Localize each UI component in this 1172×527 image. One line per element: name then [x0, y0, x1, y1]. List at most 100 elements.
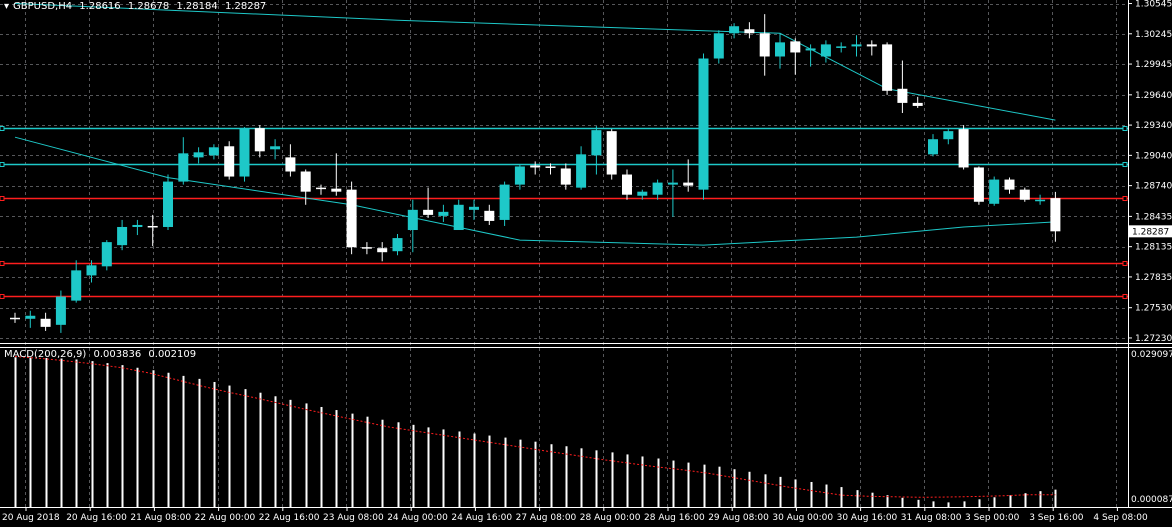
- candle-body: [469, 206, 479, 210]
- candle: [576, 146, 587, 190]
- candle-body: [453, 204, 464, 231]
- macd-main-value: 0.003836: [93, 349, 142, 360]
- high-price: 1.28678: [127, 1, 170, 12]
- candle: [407, 199, 418, 253]
- candle-body: [744, 29, 755, 34]
- candle: [744, 22, 755, 39]
- candle-body: [759, 33, 770, 57]
- candle: [897, 60, 908, 113]
- price-tick-label: 1.29945: [1135, 60, 1172, 70]
- candle: [117, 219, 128, 251]
- candle: [713, 30, 724, 64]
- price-tick-label: 1.30545: [1135, 0, 1172, 10]
- price-tick-label: 1.27835: [1135, 273, 1172, 283]
- level-handle-left: [0, 294, 5, 299]
- candle: [163, 174, 173, 231]
- candle: [545, 163, 556, 175]
- candle-body: [591, 130, 602, 156]
- candle-body: [285, 157, 296, 172]
- candle-body: [943, 131, 954, 140]
- candle-body: [698, 58, 709, 190]
- candle-body: [912, 102, 923, 106]
- candle-body: [117, 226, 128, 246]
- candle: [805, 44, 816, 67]
- candles: [10, 14, 1061, 333]
- candle-body: [178, 153, 189, 182]
- macd-label: MACD(200,26,9): [4, 349, 87, 360]
- candle: [254, 125, 265, 158]
- candle: [132, 219, 143, 236]
- candle: [101, 240, 112, 271]
- candle: [10, 312, 20, 323]
- candle-body: [866, 44, 877, 47]
- candle: [438, 204, 449, 222]
- level-handle-left: [0, 126, 5, 131]
- candle: [178, 137, 189, 185]
- candle: [729, 23, 740, 39]
- level-handle-left: [0, 261, 5, 266]
- candle-body: [423, 209, 434, 215]
- symbol-label: GBPUSD,H4: [13, 1, 73, 12]
- candle: [606, 129, 617, 180]
- candle: [285, 144, 296, 177]
- time-tick-label: 20 Aug 16:00: [66, 513, 127, 523]
- macd-signal-line: [14, 356, 1056, 498]
- level-handle-left: [0, 162, 5, 167]
- candle: [361, 242, 372, 255]
- candle-body: [484, 210, 495, 221]
- candle-body: [637, 191, 648, 196]
- candle: [759, 14, 770, 76]
- candle: [499, 181, 510, 226]
- candle: [71, 260, 82, 303]
- candle-body: [897, 88, 908, 103]
- candle-body: [254, 128, 265, 152]
- candle-body: [545, 166, 556, 168]
- candle: [866, 40, 877, 56]
- candle-body: [224, 146, 235, 177]
- candle-body: [147, 225, 158, 228]
- macd-tick-label: 0.029097: [1131, 350, 1172, 360]
- time-tick-label: 4 Sep 08:00: [1093, 513, 1148, 523]
- time-tick-label: 3 Sep 00:00: [965, 513, 1020, 523]
- candle-body: [55, 296, 66, 325]
- candle: [667, 169, 678, 217]
- level-handle-right: [1122, 196, 1128, 201]
- candle-body: [836, 46, 847, 48]
- current-price-label: 1.28287: [1132, 227, 1169, 237]
- candle-body: [86, 265, 97, 276]
- candle-body: [300, 171, 311, 192]
- low-price: 1.28184: [176, 1, 218, 12]
- time-tick-label: 30 Aug 00:00: [772, 513, 833, 523]
- moving-average-line: [14, 136, 1056, 246]
- grid: [0, 0, 1128, 507]
- candle-body: [361, 247, 372, 249]
- candle-body: [193, 152, 204, 158]
- candle-body: [407, 209, 418, 231]
- candle: [377, 242, 388, 262]
- candle: [989, 176, 1000, 206]
- candle: [484, 204, 495, 225]
- time-tick-label: 27 Aug 08:00: [516, 513, 577, 523]
- candle: [346, 181, 357, 255]
- candle: [40, 312, 51, 331]
- time-tick-label: 30 Aug 16:00: [837, 513, 898, 523]
- candle-body: [805, 48, 816, 51]
- symbol-dropdown-icon[interactable]: ▾: [4, 1, 10, 12]
- candle: [193, 147, 204, 164]
- candle-body: [514, 166, 525, 185]
- level-handle-right: [1122, 294, 1128, 299]
- candle-body: [820, 44, 831, 57]
- time-tick-label: 23 Aug 08:00: [323, 513, 384, 523]
- candle-body: [499, 184, 510, 220]
- candle: [698, 53, 709, 200]
- candle-body: [973, 167, 984, 202]
- time-tick-label: 28 Aug 00:00: [580, 513, 641, 523]
- candle: [851, 35, 862, 57]
- time-tick-label: 24 Aug 00:00: [387, 513, 448, 523]
- candle: [591, 126, 602, 175]
- candle: [331, 153, 342, 196]
- chart-header: ▾ GBPUSD,H4 1.28616 1.28678 1.28184 1.282…: [4, 1, 270, 12]
- candle-body: [132, 224, 143, 227]
- candle: [239, 127, 250, 182]
